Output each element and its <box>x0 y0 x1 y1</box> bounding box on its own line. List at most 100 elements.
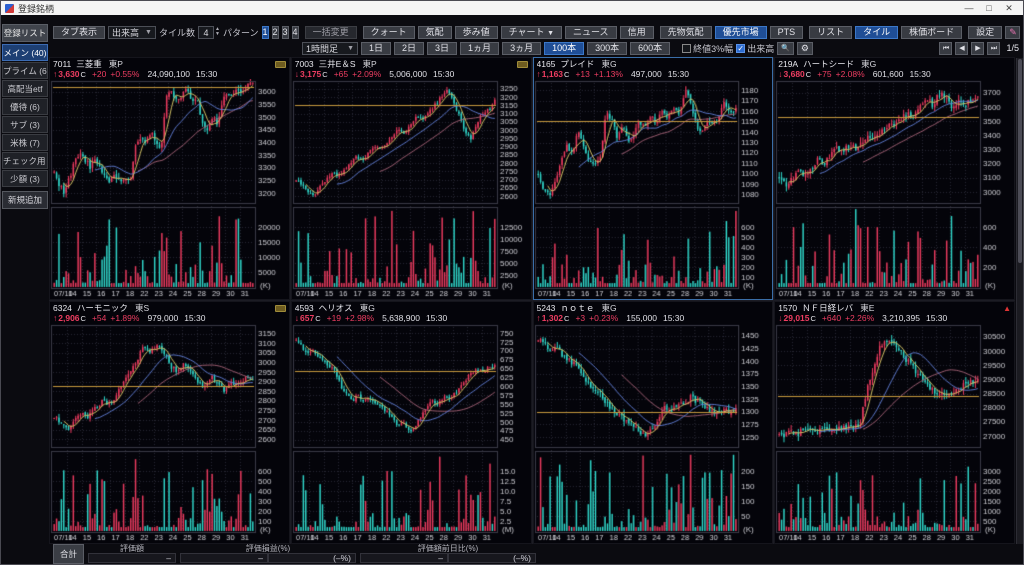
stock-code: 219A <box>778 59 799 69</box>
range-3day-button[interactable]: 3日 <box>427 41 458 55</box>
market-label: 東G <box>601 59 617 69</box>
volume-value: 155,000 <box>626 313 657 323</box>
sidebar-item-prime[interactable]: プライム (6) <box>2 62 48 79</box>
sidebar-item-main[interactable]: メイン (40) <box>2 44 48 61</box>
tile-header: 219A ハートシード 東G ↓ 3,680 C +75 +2.08% 601,… <box>775 58 1014 79</box>
quote-time: 15:30 <box>425 313 448 323</box>
sidebar-item-yutai[interactable]: 優待 (6) <box>2 98 48 115</box>
checkbox-unchecked-icon <box>682 43 692 53</box>
pattern-3-button[interactable]: 3 <box>281 25 289 39</box>
volume-checkbox[interactable]: ✓ 出来高 <box>736 42 774 55</box>
add-list-button[interactable]: 新規追加 <box>2 191 48 209</box>
range-1month-button[interactable]: 1ヵ月 <box>460 41 500 55</box>
chart-tile[interactable]: 219A ハートシード 東G ↓ 3,680 C +75 +2.08% 601,… <box>774 57 1015 300</box>
page-first-button[interactable]: ⏮ <box>939 41 953 55</box>
pattern-1-button[interactable]: 1 <box>261 25 269 39</box>
price-change: +75 <box>817 69 832 79</box>
news-button[interactable]: ニュース <box>565 25 617 39</box>
stock-name: ＮＦ日経レバ <box>802 303 854 313</box>
quote-time: 15:30 <box>667 69 689 79</box>
page-next-button[interactable]: ▶ <box>971 41 985 55</box>
close-mark: C <box>810 313 816 323</box>
margin-button[interactable]: 信用 <box>619 25 654 39</box>
settings-button[interactable]: 設定 <box>968 25 1003 39</box>
list-view-button[interactable]: リスト <box>809 25 853 39</box>
chart-tile[interactable]: 5243 ｎｏｔｅ 東G ↑ 1,302 C +3 +0.23% 155,000… <box>532 301 774 544</box>
tile-badge-icon <box>274 60 286 68</box>
sidebar-item-small[interactable]: 少額 (3) <box>2 170 48 187</box>
tab-display-button[interactable]: タブ表示 <box>53 25 106 39</box>
chart-canvas[interactable] <box>775 79 1014 299</box>
chart-tile[interactable]: 4593 ヘリオス 東G ↓ 657 C +19 +2.98% 5,638,90… <box>290 301 532 544</box>
depth-button[interactable]: 気配 <box>417 25 452 39</box>
chart-tile[interactable]: 6324 ハーモニック 東S ↑ 2,906 C +54 +1.89% 979,… <box>49 301 290 544</box>
price-change: +20 <box>91 69 107 79</box>
scrollbar-thumb[interactable] <box>1018 59 1022 264</box>
page-prev-button[interactable]: ◀ <box>955 41 969 55</box>
quote-button[interactable]: クォート <box>362 25 415 39</box>
close-button[interactable]: ✕ <box>1005 2 1013 13</box>
chart-canvas[interactable] <box>50 323 289 543</box>
range-1day-button[interactable]: 1日 <box>361 41 392 55</box>
sidebar-item-check[interactable]: チェック用 (3) <box>2 152 48 169</box>
chart-tile[interactable]: 7003 三井E＆S 東P ↓ 3,175 C +65 +2.09% 5,006… <box>290 57 532 300</box>
direction-arrow-icon: ↑ <box>536 313 541 323</box>
sort-dropdown[interactable]: 出来高 ▼ <box>108 25 156 39</box>
sidebar-item-sub[interactable]: サブ (3) <box>2 116 48 133</box>
pattern-4-button[interactable]: 4 <box>291 25 299 39</box>
minimize-button[interactable]: — <box>964 2 974 13</box>
tile-view-button[interactable]: タイル <box>855 25 899 39</box>
pl-column: 評価損益(%) – (–%) <box>180 545 357 563</box>
vertical-scrollbar[interactable] <box>1016 58 1023 544</box>
chart-canvas[interactable] <box>775 323 1014 543</box>
chart-tile[interactable]: 4165 プレイド 東G ↑ 1,163 C +13 +1.13% 497,00… <box>532 57 774 300</box>
tick-list-button[interactable]: 歩み値 <box>454 25 498 39</box>
sidebar-item-dividend-etf[interactable]: 高配当etf <box>2 80 48 97</box>
bars-300-button[interactable]: 300本 <box>587 41 628 55</box>
price-change-pct: +0.55% <box>110 69 140 79</box>
stock-name: プレイド <box>560 59 595 69</box>
preferred-market-button[interactable]: 優先市場 <box>714 25 767 39</box>
sidebar-item-us-stocks[interactable]: 米株 (7) <box>2 134 48 151</box>
chart-canvas[interactable] <box>50 79 289 299</box>
timeframe-value: 1時間足 <box>306 43 339 54</box>
tile-header: 1570 ＮＦ日経レバ 東E ▲ ↓ 29,015 C +640 +2.26% … <box>775 302 1014 323</box>
timeframe-dropdown[interactable]: 1時間足 ▼ <box>302 41 358 55</box>
chart-grid: 7011 三菱重 東P ↑ 3,630 C +20 +0.55% 24,090,… <box>49 57 1015 544</box>
chart-canvas[interactable] <box>291 323 531 543</box>
chart-tile[interactable]: 7011 三菱重 東P ↑ 3,630 C +20 +0.55% 24,090,… <box>49 57 290 300</box>
direction-arrow-icon: ↓ <box>778 69 783 79</box>
chart-canvas[interactable] <box>291 79 531 299</box>
chart-canvas[interactable] <box>533 323 773 543</box>
range-3month-button[interactable]: 3ヵ月 <box>502 41 542 55</box>
total-button[interactable]: 合計 <box>53 544 85 564</box>
range-2day-button[interactable]: 2日 <box>394 41 425 55</box>
bars-100-button[interactable]: 100本 <box>544 41 585 55</box>
chart-button[interactable]: チャート ▼ <box>500 25 562 39</box>
market-label: 東G <box>861 59 877 69</box>
price-change-pct: +1.13% <box>593 69 623 79</box>
last-price: 1,163 <box>541 69 564 79</box>
maximize-button[interactable]: □ <box>986 2 992 13</box>
page-last-button[interactable]: ⏭ <box>987 41 1001 55</box>
tile-count-stepper[interactable]: 4 ▲ ▼ <box>197 25 220 39</box>
toolbar-chart-options: 1時間足 ▼ 1日 2日 3日 1ヵ月 3ヵ月 100本 300本 600本 終… <box>49 40 1023 56</box>
futures-quote-button[interactable]: 先物気配 <box>659 25 712 39</box>
bulk-change-button[interactable]: 一括変更 <box>304 25 357 39</box>
gear-icon[interactable]: ⚙ <box>796 41 813 55</box>
pattern-2-button[interactable]: 2 <box>271 25 279 39</box>
stepper-arrows-icon[interactable]: ▲ ▼ <box>214 26 220 37</box>
pts-button[interactable]: PTS <box>769 25 804 39</box>
price-board-button[interactable]: 株価ボード <box>901 25 963 39</box>
stock-code: 1570 <box>778 303 798 313</box>
chart-tile[interactable]: 1570 ＮＦ日経レバ 東E ▲ ↓ 29,015 C +640 +2.26% … <box>774 301 1015 544</box>
toolbar-main: タブ表示 出来高 ▼ タイル数 4 ▲ ▼ パターン 1 2 3 4 一括変更 ク… <box>49 24 1023 40</box>
close-mark: C <box>322 69 328 79</box>
chart-canvas[interactable] <box>533 79 773 299</box>
stock-code: 4593 <box>294 303 314 313</box>
bars-600-button[interactable]: 600本 <box>630 41 671 55</box>
pen-icon[interactable]: ✎ <box>1005 25 1021 39</box>
volume-value: 24,090,100 <box>147 69 190 79</box>
close-band-checkbox[interactable]: 終値3%幅 <box>682 42 733 55</box>
zoom-icon[interactable]: 🔍 <box>777 41 794 55</box>
